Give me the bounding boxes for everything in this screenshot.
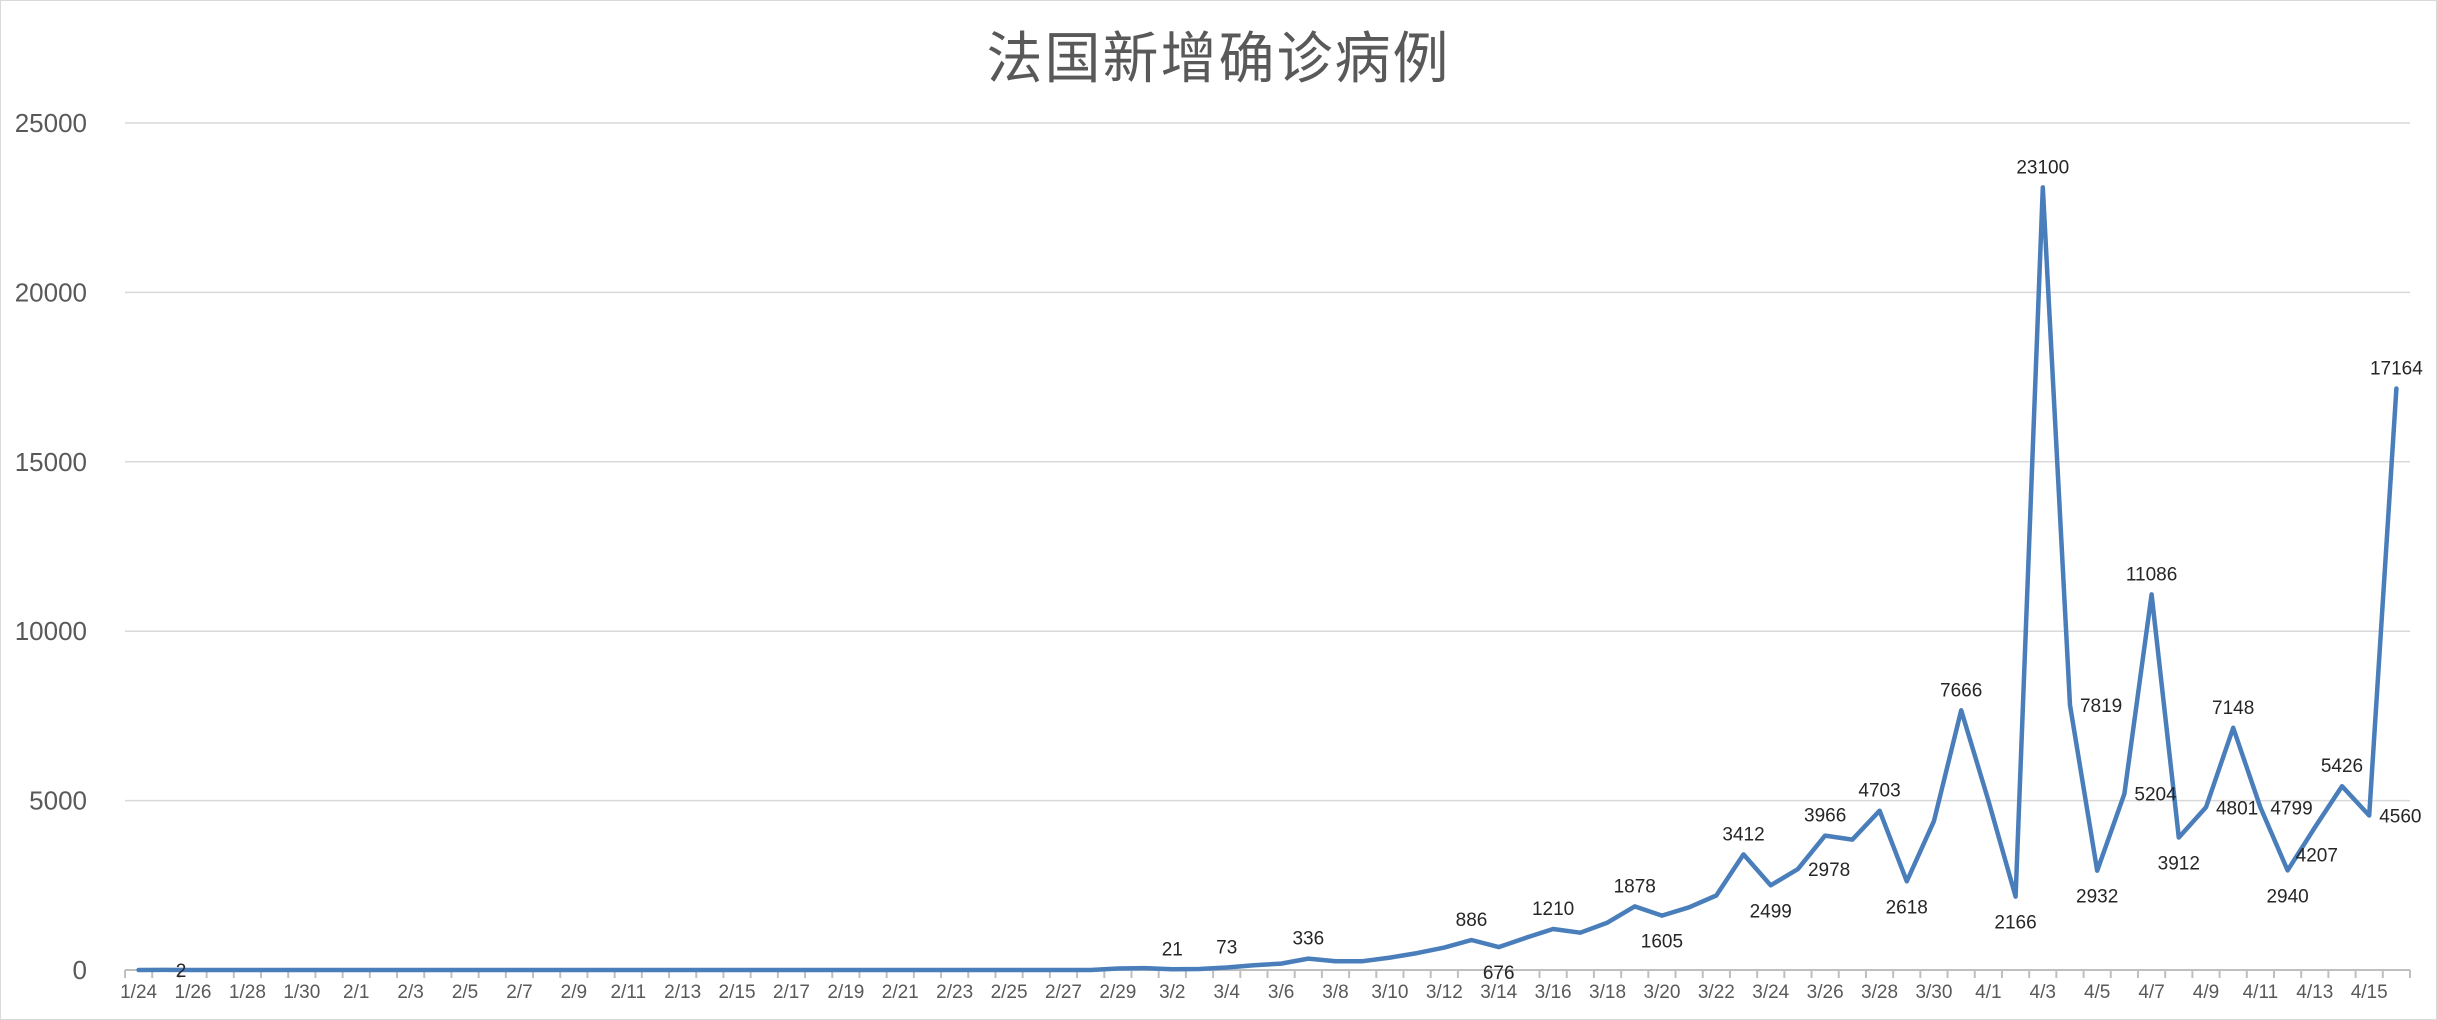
data-label: 1605 — [1641, 932, 1683, 953]
x-tick-label: 2/23 — [936, 982, 973, 1003]
data-label: 4560 — [2379, 807, 2421, 828]
data-label: 73 — [1216, 938, 1237, 959]
x-tick-label: 3/20 — [1643, 982, 1680, 1003]
data-label: 2499 — [1750, 901, 1792, 922]
data-label: 11086 — [2126, 564, 2177, 585]
data-label: 336 — [1292, 929, 1324, 950]
data-label: 3912 — [2158, 853, 2200, 874]
x-tick-label: 2/19 — [827, 982, 864, 1003]
x-tick-label: 1/28 — [229, 982, 266, 1003]
x-tick-label: 2/9 — [561, 982, 587, 1003]
x-tick-label: 2/1 — [343, 982, 369, 1003]
x-tick-label: 2/25 — [991, 982, 1028, 1003]
series-line — [136, 185, 2399, 973]
data-label: 21 — [1162, 939, 1183, 960]
x-tick-label: 3/24 — [1752, 982, 1789, 1003]
y-tick-label: 15000 — [15, 447, 87, 477]
x-tick-label: 3/16 — [1535, 982, 1572, 1003]
x-tick-label: 3/22 — [1698, 982, 1735, 1003]
x-tick-label: 3/30 — [1915, 982, 1952, 1003]
data-label: 2978 — [1808, 860, 1850, 881]
x-tick-label: 4/3 — [2030, 982, 2056, 1003]
data-label: 2932 — [2076, 887, 2118, 908]
data-label: 886 — [1456, 910, 1488, 931]
x-tick-label: 2/21 — [882, 982, 919, 1003]
data-label: 17164 — [2370, 358, 2423, 379]
y-tick-label: 5000 — [29, 786, 87, 816]
x-tick-label: 1/24 — [120, 982, 157, 1003]
data-label: 5204 — [2134, 785, 2177, 806]
x-tick-label: 2/15 — [719, 982, 756, 1003]
x-tick-label: 2/3 — [397, 982, 423, 1003]
data-label: 2940 — [2266, 886, 2308, 907]
x-tick-label: 3/4 — [1213, 982, 1240, 1003]
x-tick-label: 3/12 — [1426, 982, 1463, 1003]
x-tick-label: 4/11 — [2243, 982, 2279, 1003]
data-label: 7819 — [2080, 696, 2122, 717]
data-label: 4703 — [1858, 781, 1900, 802]
x-tick-label: 3/14 — [1480, 982, 1517, 1003]
data-label: 7666 — [1940, 680, 1982, 701]
x-tick-label: 4/7 — [2138, 982, 2164, 1003]
data-label: 2618 — [1886, 897, 1928, 918]
x-tick-label: 2/13 — [664, 982, 701, 1003]
x-tick-label: 3/10 — [1371, 982, 1408, 1003]
data-label: 7148 — [2212, 698, 2254, 719]
x-tick-label: 4/1 — [1975, 982, 2001, 1003]
chart-title: 法国新增确诊病例 — [986, 27, 1451, 92]
data-label: 4799 — [2270, 798, 2312, 819]
data-label: 4207 — [2296, 845, 2338, 866]
x-tick-label: 4/15 — [2351, 982, 2388, 1003]
x-tick-label: 3/26 — [1807, 982, 1844, 1003]
y-tick-label: 0 — [73, 955, 87, 985]
x-tick-label: 2/29 — [1099, 982, 1136, 1003]
x-tick-label: 2/5 — [452, 982, 478, 1003]
x-tick-label: 2/17 — [773, 982, 810, 1003]
data-label: 2 — [176, 961, 187, 982]
x-tick-label: 4/5 — [2084, 982, 2110, 1003]
data-label: 1878 — [1614, 876, 1656, 897]
x-tick-label: 1/26 — [175, 982, 212, 1003]
y-tick-label: 25000 — [15, 108, 87, 138]
x-tick-label: 3/2 — [1159, 982, 1185, 1003]
data-label: 3412 — [1722, 824, 1764, 845]
x-tick-label: 4/9 — [2193, 982, 2219, 1003]
x-tick-label: 3/18 — [1589, 982, 1626, 1003]
data-label: 2166 — [1994, 913, 2036, 934]
y-tick-label: 10000 — [15, 616, 87, 646]
x-tick-label: 3/8 — [1322, 982, 1348, 1003]
data-label: 1210 — [1532, 899, 1574, 920]
x-tick-label: 4/13 — [2296, 982, 2333, 1003]
data-label: 676 — [1483, 963, 1515, 984]
data-label: 23100 — [2016, 157, 2069, 178]
x-tick-label: 2/11 — [610, 982, 646, 1003]
y-tick-label: 20000 — [15, 277, 87, 307]
data-label: 4801 — [2216, 798, 2258, 819]
x-tick-label: 3/6 — [1268, 982, 1294, 1003]
x-tick-label: 3/28 — [1861, 982, 1898, 1003]
x-tick-label: 2/27 — [1045, 982, 1082, 1003]
x-tick-label: 1/30 — [283, 982, 320, 1003]
data-label: 3966 — [1804, 806, 1846, 827]
x-tick-label: 2/7 — [506, 982, 532, 1003]
data-label: 5426 — [2321, 756, 2363, 777]
